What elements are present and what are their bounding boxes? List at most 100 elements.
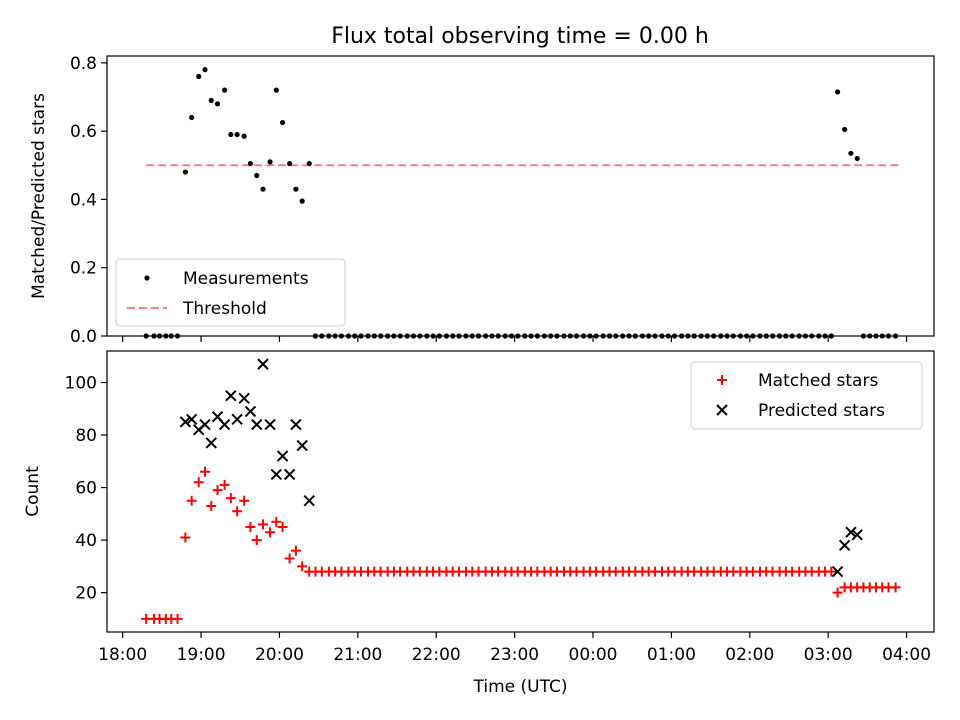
legend-measurement-marker	[144, 275, 150, 281]
matched-star-marker	[284, 553, 295, 564]
matched-star-marker	[180, 532, 191, 543]
measurement-point	[293, 186, 299, 192]
matched-star-marker	[225, 493, 236, 504]
measurement-point	[234, 131, 240, 138]
y-tick-label: 20	[75, 584, 97, 604]
measurement-point	[267, 159, 273, 165]
legend-label: Predicted stars	[758, 401, 885, 421]
predicted-star-marker	[244, 405, 257, 418]
bottom-panel: 20 40 60 80 100 18:00 19:00 20:00 21:00 22:00 23:0…	[23, 350, 935, 697]
measurement-point	[189, 114, 195, 121]
x-tick-label: 21:00	[333, 645, 382, 665]
measurement-point	[182, 169, 188, 175]
predicted-star-marker	[283, 468, 296, 481]
chart-title: Flux total observing time = 0.00 h	[331, 24, 709, 49]
predicted-star-marker	[238, 392, 250, 404]
legend-box	[115, 258, 346, 327]
measurement-point	[208, 97, 214, 103]
x-tick-label: 19:00	[177, 645, 226, 665]
matched-star-marker	[193, 477, 204, 488]
legend-label: Matched stars	[758, 371, 878, 391]
matched-star-marker	[172, 613, 183, 624]
x-tick-label: 18:00	[98, 645, 147, 665]
legend: Matched stars Predicted stars	[690, 361, 923, 430]
predicted-star-marker	[296, 439, 308, 452]
predicted-star-marker	[185, 413, 198, 425]
matched-star-marker	[199, 466, 210, 477]
predicted-star-marker	[179, 416, 192, 428]
measurement-point	[202, 67, 208, 73]
x-tick-label: 02:00	[725, 645, 774, 665]
measurement-point	[287, 160, 293, 167]
legend-matched-marker	[717, 375, 727, 385]
measurement-point	[842, 126, 848, 133]
predicted-star-marker	[276, 450, 289, 462]
measurement-point	[834, 89, 841, 95]
matched-star-marker	[832, 587, 843, 598]
matched-star-marker	[186, 495, 197, 506]
predicted-star-marker	[231, 413, 243, 425]
y-tick-label: 80	[75, 426, 97, 446]
x-tick-label: 00:00	[569, 645, 618, 665]
matched-star-marker	[277, 521, 288, 532]
x-tick-label: 04:00	[882, 645, 931, 665]
matched-star-marker	[212, 485, 223, 496]
measurement-point	[254, 172, 260, 179]
x-tick-label: 03:00	[804, 645, 853, 665]
y-tick-label: 0.6	[70, 122, 97, 142]
measurement-point	[299, 198, 305, 204]
predicted-star-marker	[845, 526, 857, 538]
y-axis-label: Matched/Predicted stars	[29, 93, 49, 299]
matched-star-marker	[890, 582, 901, 593]
legend-predicted-marker	[716, 404, 728, 416]
predicted-star-marker	[270, 468, 283, 481]
predicted-star-marker	[838, 539, 851, 552]
legend: Measurements Threshold	[115, 258, 346, 327]
predicted-star-marker	[205, 437, 217, 449]
matched-star-marker	[290, 545, 301, 556]
predicted-star-marker	[257, 358, 269, 370]
predicted-star-marker	[199, 418, 211, 431]
matched-star-marker	[245, 521, 256, 532]
y-axis-label: Count	[23, 466, 43, 517]
y-tick-label: 0.0	[70, 327, 97, 347]
axes-frame	[106, 55, 935, 337]
y-tick-label: 60	[75, 479, 97, 499]
matched-star-marker	[239, 495, 250, 506]
x-tick-label: 22:00	[412, 645, 461, 665]
y-tick-label: 0.8	[70, 54, 97, 74]
matched-star-marker	[257, 519, 268, 530]
predicted-star-marker	[303, 494, 315, 507]
measurement-point	[214, 101, 221, 107]
matched-star-marker	[271, 516, 282, 527]
matched-star-marker	[826, 566, 837, 577]
y-tick-label: 0.2	[70, 259, 97, 279]
measurement-point	[848, 150, 854, 156]
matched-star-marker	[251, 535, 262, 546]
legend-box	[690, 361, 923, 430]
x-tick-label: 01:00	[647, 645, 696, 665]
predicted-star-marker	[851, 529, 863, 541]
measurement-point	[247, 160, 254, 167]
x-axis-label: Time (UTC)	[473, 677, 568, 697]
predicted-star-marker	[251, 418, 263, 431]
top-panel: 0.0 0.2 0.4 0.6 0.8 Matched/Predicted stars Me…	[29, 54, 935, 347]
matched-star-marker	[219, 479, 230, 490]
measurement-point	[279, 119, 286, 126]
legend-label: Measurements	[183, 269, 309, 289]
measurement-point	[306, 160, 312, 167]
measurement-point	[260, 186, 266, 192]
measurement-point	[273, 87, 279, 93]
matched-star-marker	[232, 506, 243, 517]
measurement-point	[241, 133, 247, 139]
predicted-star-marker	[218, 418, 231, 431]
measurement-point	[196, 73, 202, 80]
measurement-point	[221, 87, 228, 93]
predicted-star-marker	[290, 418, 302, 431]
axes-frame	[106, 350, 935, 633]
matched-star-marker	[265, 527, 276, 538]
x-tick-label: 23:00	[490, 645, 539, 665]
predicted-star-marker	[225, 389, 237, 402]
